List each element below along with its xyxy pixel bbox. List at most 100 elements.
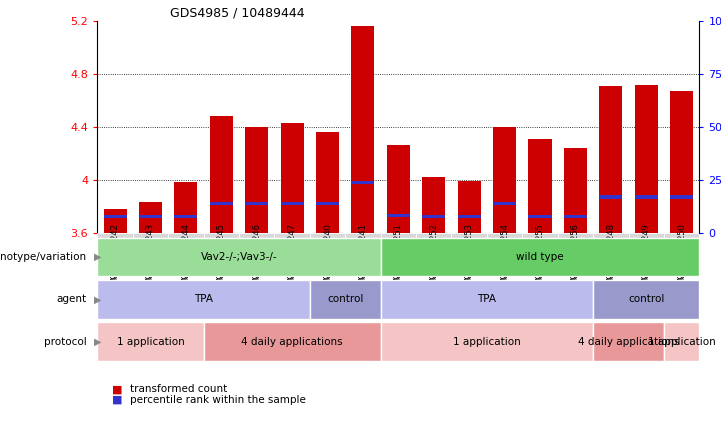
Bar (310, 233, 345, 269)
Bar (564, 148, 587, 233)
Text: agent: agent (56, 294, 87, 304)
Text: GSM1003244: GSM1003244 (182, 222, 190, 279)
Bar (493, 127, 516, 233)
Text: 4 daily applications: 4 daily applications (242, 337, 343, 346)
Text: GSM1003252: GSM1003252 (429, 222, 438, 279)
Text: GSM1003253: GSM1003253 (464, 222, 474, 279)
Bar (351, 181, 374, 184)
Text: control: control (327, 294, 363, 304)
Text: GSM1003248: GSM1003248 (606, 222, 615, 279)
Text: percentile rank within the sample: percentile rank within the sample (130, 395, 306, 405)
Bar (104, 215, 127, 218)
Text: ■: ■ (112, 395, 123, 405)
Text: ▶: ▶ (94, 337, 101, 346)
Bar (599, 86, 622, 233)
Text: 1 application: 1 application (117, 337, 185, 346)
Bar (97, 238, 381, 276)
Bar (351, 27, 374, 233)
Text: GSM1003242: GSM1003242 (110, 222, 120, 279)
Bar (310, 280, 381, 319)
Text: GSM1003256: GSM1003256 (571, 222, 580, 279)
Text: GSM1003254: GSM1003254 (500, 222, 509, 279)
Bar (203, 233, 239, 269)
Bar (593, 322, 664, 361)
Bar (203, 322, 381, 361)
Text: genotype/variation: genotype/variation (0, 252, 87, 262)
Bar (664, 233, 699, 269)
Text: transformed count: transformed count (130, 384, 227, 394)
Bar (670, 91, 693, 233)
Text: GSM1003241: GSM1003241 (358, 222, 368, 279)
Bar (387, 214, 410, 217)
Bar (451, 233, 487, 269)
Text: GSM1003245: GSM1003245 (217, 222, 226, 279)
Bar (139, 215, 162, 218)
Bar (280, 123, 304, 233)
Bar (528, 139, 552, 233)
Text: TPA: TPA (194, 294, 213, 304)
Bar (174, 182, 198, 233)
Text: control: control (628, 294, 665, 304)
Bar (239, 233, 275, 269)
Bar (210, 116, 233, 233)
Bar (593, 280, 699, 319)
Bar (316, 132, 339, 233)
Text: GSM1003243: GSM1003243 (146, 222, 155, 279)
Bar (387, 146, 410, 233)
Text: 1 application: 1 application (647, 337, 715, 346)
Bar (487, 233, 522, 269)
Bar (174, 215, 198, 218)
Bar (670, 195, 693, 199)
Bar (458, 181, 481, 233)
Bar (381, 280, 593, 319)
Text: protocol: protocol (44, 337, 87, 346)
Bar (210, 202, 233, 205)
Bar (139, 202, 162, 233)
Bar (97, 280, 310, 319)
Text: ■: ■ (112, 384, 123, 394)
Text: GSM1003247: GSM1003247 (288, 222, 296, 279)
Bar (493, 202, 516, 205)
Text: GSM1003255: GSM1003255 (536, 222, 544, 279)
Bar (522, 233, 558, 269)
Bar (664, 322, 699, 361)
Bar (458, 215, 481, 218)
Bar (104, 209, 127, 233)
Bar (133, 233, 168, 269)
Bar (558, 233, 593, 269)
Bar (345, 233, 381, 269)
Bar (381, 238, 699, 276)
Bar (316, 202, 339, 205)
Bar (416, 233, 451, 269)
Text: GSM1003240: GSM1003240 (323, 222, 332, 279)
Text: GSM1003246: GSM1003246 (252, 222, 261, 279)
Bar (634, 195, 658, 199)
Bar (381, 322, 593, 361)
Bar (280, 202, 304, 205)
Bar (97, 233, 133, 269)
Bar (245, 127, 268, 233)
Bar (634, 85, 658, 233)
Text: ▶: ▶ (94, 294, 101, 304)
Bar (564, 215, 587, 218)
Text: Vav2-/-;Vav3-/-: Vav2-/-;Vav3-/- (200, 252, 278, 262)
Bar (629, 233, 664, 269)
Bar (275, 233, 310, 269)
Bar (245, 202, 268, 205)
Bar (593, 233, 629, 269)
Text: GDS4985 / 10489444: GDS4985 / 10489444 (169, 7, 304, 20)
Text: 4 daily applications: 4 daily applications (578, 337, 679, 346)
Text: ▶: ▶ (94, 252, 101, 262)
Bar (97, 322, 203, 361)
Text: TPA: TPA (477, 294, 496, 304)
Bar (423, 215, 446, 218)
Bar (423, 177, 446, 233)
Text: GSM1003250: GSM1003250 (677, 222, 686, 279)
Bar (381, 233, 416, 269)
Bar (528, 215, 552, 218)
Text: 1 application: 1 application (453, 337, 521, 346)
Bar (168, 233, 203, 269)
Text: GSM1003251: GSM1003251 (394, 222, 403, 279)
Text: GSM1003249: GSM1003249 (642, 222, 651, 279)
Bar (599, 195, 622, 199)
